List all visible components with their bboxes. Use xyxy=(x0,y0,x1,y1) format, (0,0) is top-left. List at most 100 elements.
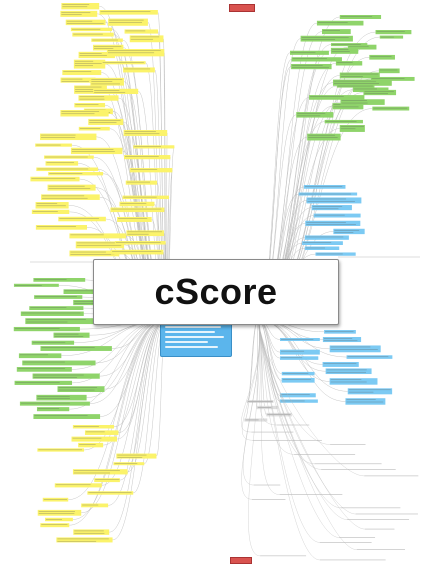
central-text-line xyxy=(165,346,218,348)
topic-node xyxy=(16,367,72,372)
topic-node xyxy=(291,57,342,62)
topic-node xyxy=(325,368,372,375)
topic-node xyxy=(84,430,119,435)
topic-node xyxy=(116,453,157,459)
topic-node xyxy=(332,103,364,110)
topic-node xyxy=(124,155,171,160)
topic-node xyxy=(335,61,363,66)
topic-node xyxy=(347,388,393,395)
topic-node xyxy=(296,112,334,118)
branch-connector xyxy=(72,319,167,520)
topic-node xyxy=(65,19,106,26)
topic-node xyxy=(123,67,155,73)
topic-node xyxy=(58,216,106,222)
topic-node xyxy=(33,414,101,419)
topic-node xyxy=(309,95,365,100)
topic-node xyxy=(329,345,381,353)
topic-node xyxy=(45,161,79,166)
topic-node xyxy=(29,306,84,311)
topic-node xyxy=(119,201,155,207)
topic-node xyxy=(129,35,164,43)
topic-node xyxy=(54,483,102,488)
topic-node xyxy=(123,130,168,136)
topic-node xyxy=(339,15,382,20)
topic-node xyxy=(60,77,96,83)
topic-node xyxy=(37,509,82,516)
branch-connector xyxy=(257,319,280,495)
topic-node xyxy=(56,537,113,543)
topic-node xyxy=(332,79,392,86)
topic-node xyxy=(78,95,119,101)
topic-node xyxy=(290,50,329,55)
topic-node xyxy=(369,54,395,60)
topic-node xyxy=(321,29,351,35)
topic-node xyxy=(22,360,96,366)
branch-connector xyxy=(246,319,259,402)
topic-node xyxy=(126,230,165,237)
topic-node xyxy=(74,85,107,94)
branch-connector xyxy=(257,319,356,515)
topic-node xyxy=(316,20,364,26)
branch-connector xyxy=(257,319,320,561)
branch-connector xyxy=(109,319,167,533)
branch-connector xyxy=(127,319,167,473)
topic-node xyxy=(280,356,319,360)
topic-node xyxy=(60,110,109,117)
topic-node xyxy=(339,72,380,79)
branch-connector xyxy=(117,319,167,440)
topic-node xyxy=(62,70,102,76)
branch-connector xyxy=(72,319,167,384)
topic-node xyxy=(57,386,105,393)
topic-node xyxy=(99,10,158,15)
topic-node xyxy=(88,118,124,126)
topic-node xyxy=(40,523,70,528)
topic-node xyxy=(40,346,112,351)
topic-node xyxy=(35,202,69,209)
topic-node xyxy=(75,241,125,249)
topic-node xyxy=(124,29,159,34)
branch-connector xyxy=(112,319,167,541)
topic-node xyxy=(18,353,62,359)
branch-connector xyxy=(108,319,167,506)
topic-node xyxy=(92,44,124,51)
topic-node xyxy=(36,167,98,172)
topic-node xyxy=(71,436,118,442)
root-title-tag[interactable] xyxy=(229,4,255,12)
topic-node xyxy=(305,220,361,226)
branch-connector xyxy=(257,319,357,550)
topic-node xyxy=(40,133,97,141)
topic-node xyxy=(25,318,96,325)
topic-node xyxy=(36,407,70,412)
topic-node xyxy=(375,30,412,35)
topic-node xyxy=(333,228,365,235)
branch-connector xyxy=(68,319,167,500)
footer-tag[interactable] xyxy=(230,557,252,564)
topic-node xyxy=(311,205,352,211)
topic-node xyxy=(42,497,69,502)
topic-node xyxy=(70,147,123,155)
topic-node xyxy=(114,241,166,245)
topic-node xyxy=(370,76,415,81)
central-topic-node[interactable] xyxy=(160,319,232,357)
topic-node xyxy=(19,401,90,406)
branch-connector xyxy=(257,319,365,530)
topic-node xyxy=(31,209,70,214)
topic-node xyxy=(13,326,80,332)
central-text-line xyxy=(165,331,215,333)
central-text-line xyxy=(165,336,224,338)
topic-node xyxy=(352,87,389,93)
topic-node xyxy=(304,246,340,250)
topic-node xyxy=(14,380,73,385)
topic-node xyxy=(78,442,104,448)
topic-node xyxy=(69,250,120,257)
topic-node xyxy=(347,44,377,50)
topic-node xyxy=(60,10,98,17)
topic-node xyxy=(93,88,139,94)
topic-node xyxy=(280,349,320,355)
topic-node xyxy=(111,249,164,255)
topic-node xyxy=(280,393,316,398)
topic-node xyxy=(302,241,343,245)
topic-node xyxy=(53,332,90,338)
topic-node xyxy=(300,35,353,42)
topic-node xyxy=(304,235,349,240)
